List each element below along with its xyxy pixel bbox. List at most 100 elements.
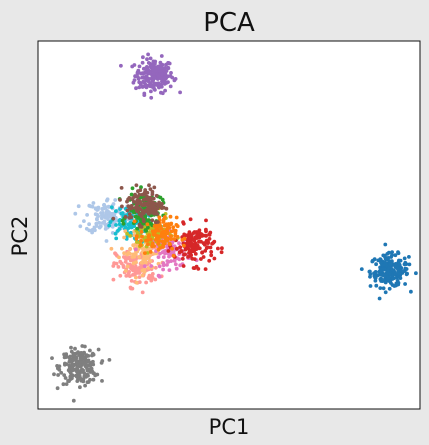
data-point (145, 65, 149, 69)
data-point (134, 275, 138, 280)
data-point (396, 282, 401, 287)
data-point (106, 214, 111, 219)
data-point (186, 239, 191, 244)
data-point (133, 206, 138, 210)
data-point (409, 289, 413, 294)
data-point (132, 200, 136, 204)
data-point (73, 211, 78, 216)
data-point (100, 214, 105, 218)
data-point (378, 257, 383, 261)
data-point (378, 277, 383, 282)
data-point (158, 69, 163, 73)
y-axis-label: PC2 (8, 216, 32, 257)
data-point (131, 243, 136, 248)
data-point (153, 220, 158, 225)
data-point (167, 268, 172, 272)
data-point (71, 398, 76, 403)
data-point (123, 268, 128, 273)
data-point (109, 205, 114, 210)
data-point (160, 206, 164, 211)
data-point (144, 248, 149, 253)
data-point (78, 385, 82, 390)
data-point (139, 71, 144, 76)
data-point (99, 361, 104, 365)
data-point (161, 218, 166, 223)
data-point (165, 231, 170, 236)
data-point (88, 348, 92, 353)
data-point (145, 255, 150, 259)
data-point (126, 273, 131, 278)
cluster-12 (111, 183, 169, 229)
data-point (207, 258, 212, 263)
data-point (64, 355, 69, 359)
data-point (91, 371, 96, 375)
data-point (167, 254, 171, 259)
data-point (95, 217, 99, 222)
data-point (82, 371, 87, 375)
data-point (149, 89, 153, 94)
data-point (162, 229, 167, 234)
data-point (383, 257, 388, 262)
x-axis-label: PC1 (209, 415, 250, 439)
data-point (157, 215, 162, 220)
data-point (180, 238, 185, 242)
data-point (104, 224, 108, 229)
data-point (396, 251, 401, 256)
data-point (133, 247, 138, 252)
data-point (153, 277, 158, 282)
data-point (388, 262, 393, 267)
data-point (159, 76, 163, 81)
data-point (76, 204, 81, 209)
data-point (85, 213, 89, 217)
data-point (111, 202, 116, 206)
data-point (216, 246, 220, 251)
data-point (374, 262, 378, 267)
data-point (64, 382, 69, 386)
data-point (182, 232, 187, 237)
data-point (100, 379, 104, 383)
data-point (160, 197, 165, 202)
data-point (135, 70, 140, 75)
data-point (171, 253, 176, 258)
data-point (388, 272, 392, 277)
cluster-0 (119, 52, 183, 100)
data-point (50, 356, 54, 360)
data-point (117, 255, 121, 260)
data-point (168, 214, 173, 219)
data-point (125, 208, 130, 213)
data-point (57, 367, 62, 372)
data-point (180, 256, 185, 261)
data-point (404, 267, 409, 271)
data-point (167, 241, 172, 246)
data-point (105, 197, 110, 202)
data-point (81, 379, 86, 384)
data-point (134, 215, 139, 219)
data-point (156, 255, 161, 259)
data-point (156, 241, 161, 246)
data-point (162, 76, 167, 81)
data-point (156, 203, 161, 208)
data-point (170, 246, 175, 251)
data-point (157, 64, 162, 68)
data-point (158, 251, 162, 256)
data-point (161, 263, 166, 268)
data-point (128, 247, 133, 251)
data-point (78, 224, 83, 229)
data-point (383, 290, 388, 295)
data-point (146, 61, 151, 65)
data-point (121, 221, 126, 226)
data-point (142, 201, 147, 206)
data-point (173, 228, 178, 233)
data-point (111, 216, 116, 221)
data-point (200, 250, 205, 255)
data-point (383, 273, 388, 278)
data-point (149, 278, 154, 283)
data-point (128, 285, 133, 290)
data-point (153, 265, 158, 270)
data-point (107, 223, 112, 228)
cluster-11 (132, 214, 187, 258)
data-point (181, 264, 186, 268)
data-point (208, 245, 213, 250)
data-point (184, 242, 189, 247)
data-point (120, 204, 124, 209)
